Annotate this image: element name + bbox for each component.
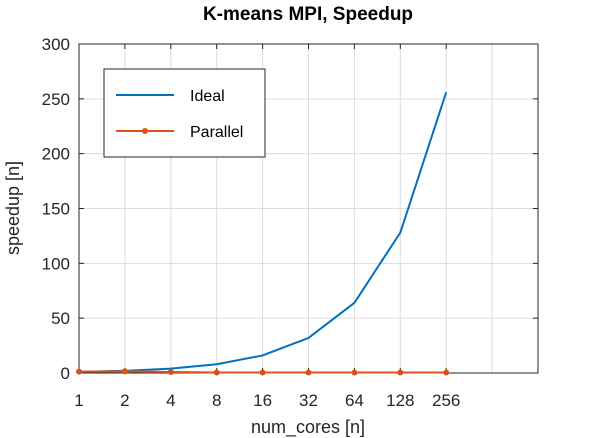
data-point-parallel: [121, 368, 128, 375]
legend-box: [103, 68, 266, 158]
data-point-parallel: [351, 369, 358, 376]
y-tick-label: 100: [42, 254, 70, 273]
x-tick-label: 1: [74, 391, 83, 410]
x-axis-ticks: 1 2 4 8 16 32 64 128 256: [74, 44, 460, 410]
chart-title: K-means MPI, Speedup: [203, 4, 413, 25]
x-tick-label: 2: [120, 391, 129, 410]
series-line-ideal: [78, 91, 448, 373]
y-tick-label: 0: [61, 364, 70, 383]
y-tick-label: 150: [42, 200, 70, 219]
data-point-parallel: [305, 369, 312, 376]
x-tick-label: 128: [386, 391, 414, 410]
series: [76, 91, 450, 376]
data-point-parallel: [167, 369, 174, 376]
legend: Ideal Parallel: [103, 68, 266, 158]
y-axis-label: speedup [n]: [3, 161, 23, 255]
x-tick-label: 16: [253, 391, 272, 410]
y-tick-label: 200: [42, 145, 70, 164]
x-axis-label: num_cores [n]: [251, 417, 365, 438]
legend-label-parallel: Parallel: [190, 124, 243, 141]
legend-label-ideal: Ideal: [190, 88, 225, 105]
x-tick-label: 64: [345, 391, 364, 410]
x-tick-label: 8: [212, 391, 221, 410]
data-point-parallel: [443, 369, 450, 376]
legend-marker-parallel: [142, 128, 148, 134]
data-point-parallel: [76, 368, 82, 375]
y-tick-label: 50: [51, 309, 70, 328]
x-tick-label: 256: [432, 391, 460, 410]
data-point-parallel: [259, 369, 266, 376]
data-point-parallel: [213, 369, 220, 376]
y-tick-label: 300: [42, 35, 70, 54]
data-point-parallel: [397, 369, 404, 376]
x-tick-label: 32: [299, 391, 318, 410]
y-axis-ticks: 0 50 100 150 200 250 300: [42, 35, 538, 383]
y-tick-label: 250: [42, 90, 70, 109]
x-tick-label: 4: [166, 391, 175, 410]
